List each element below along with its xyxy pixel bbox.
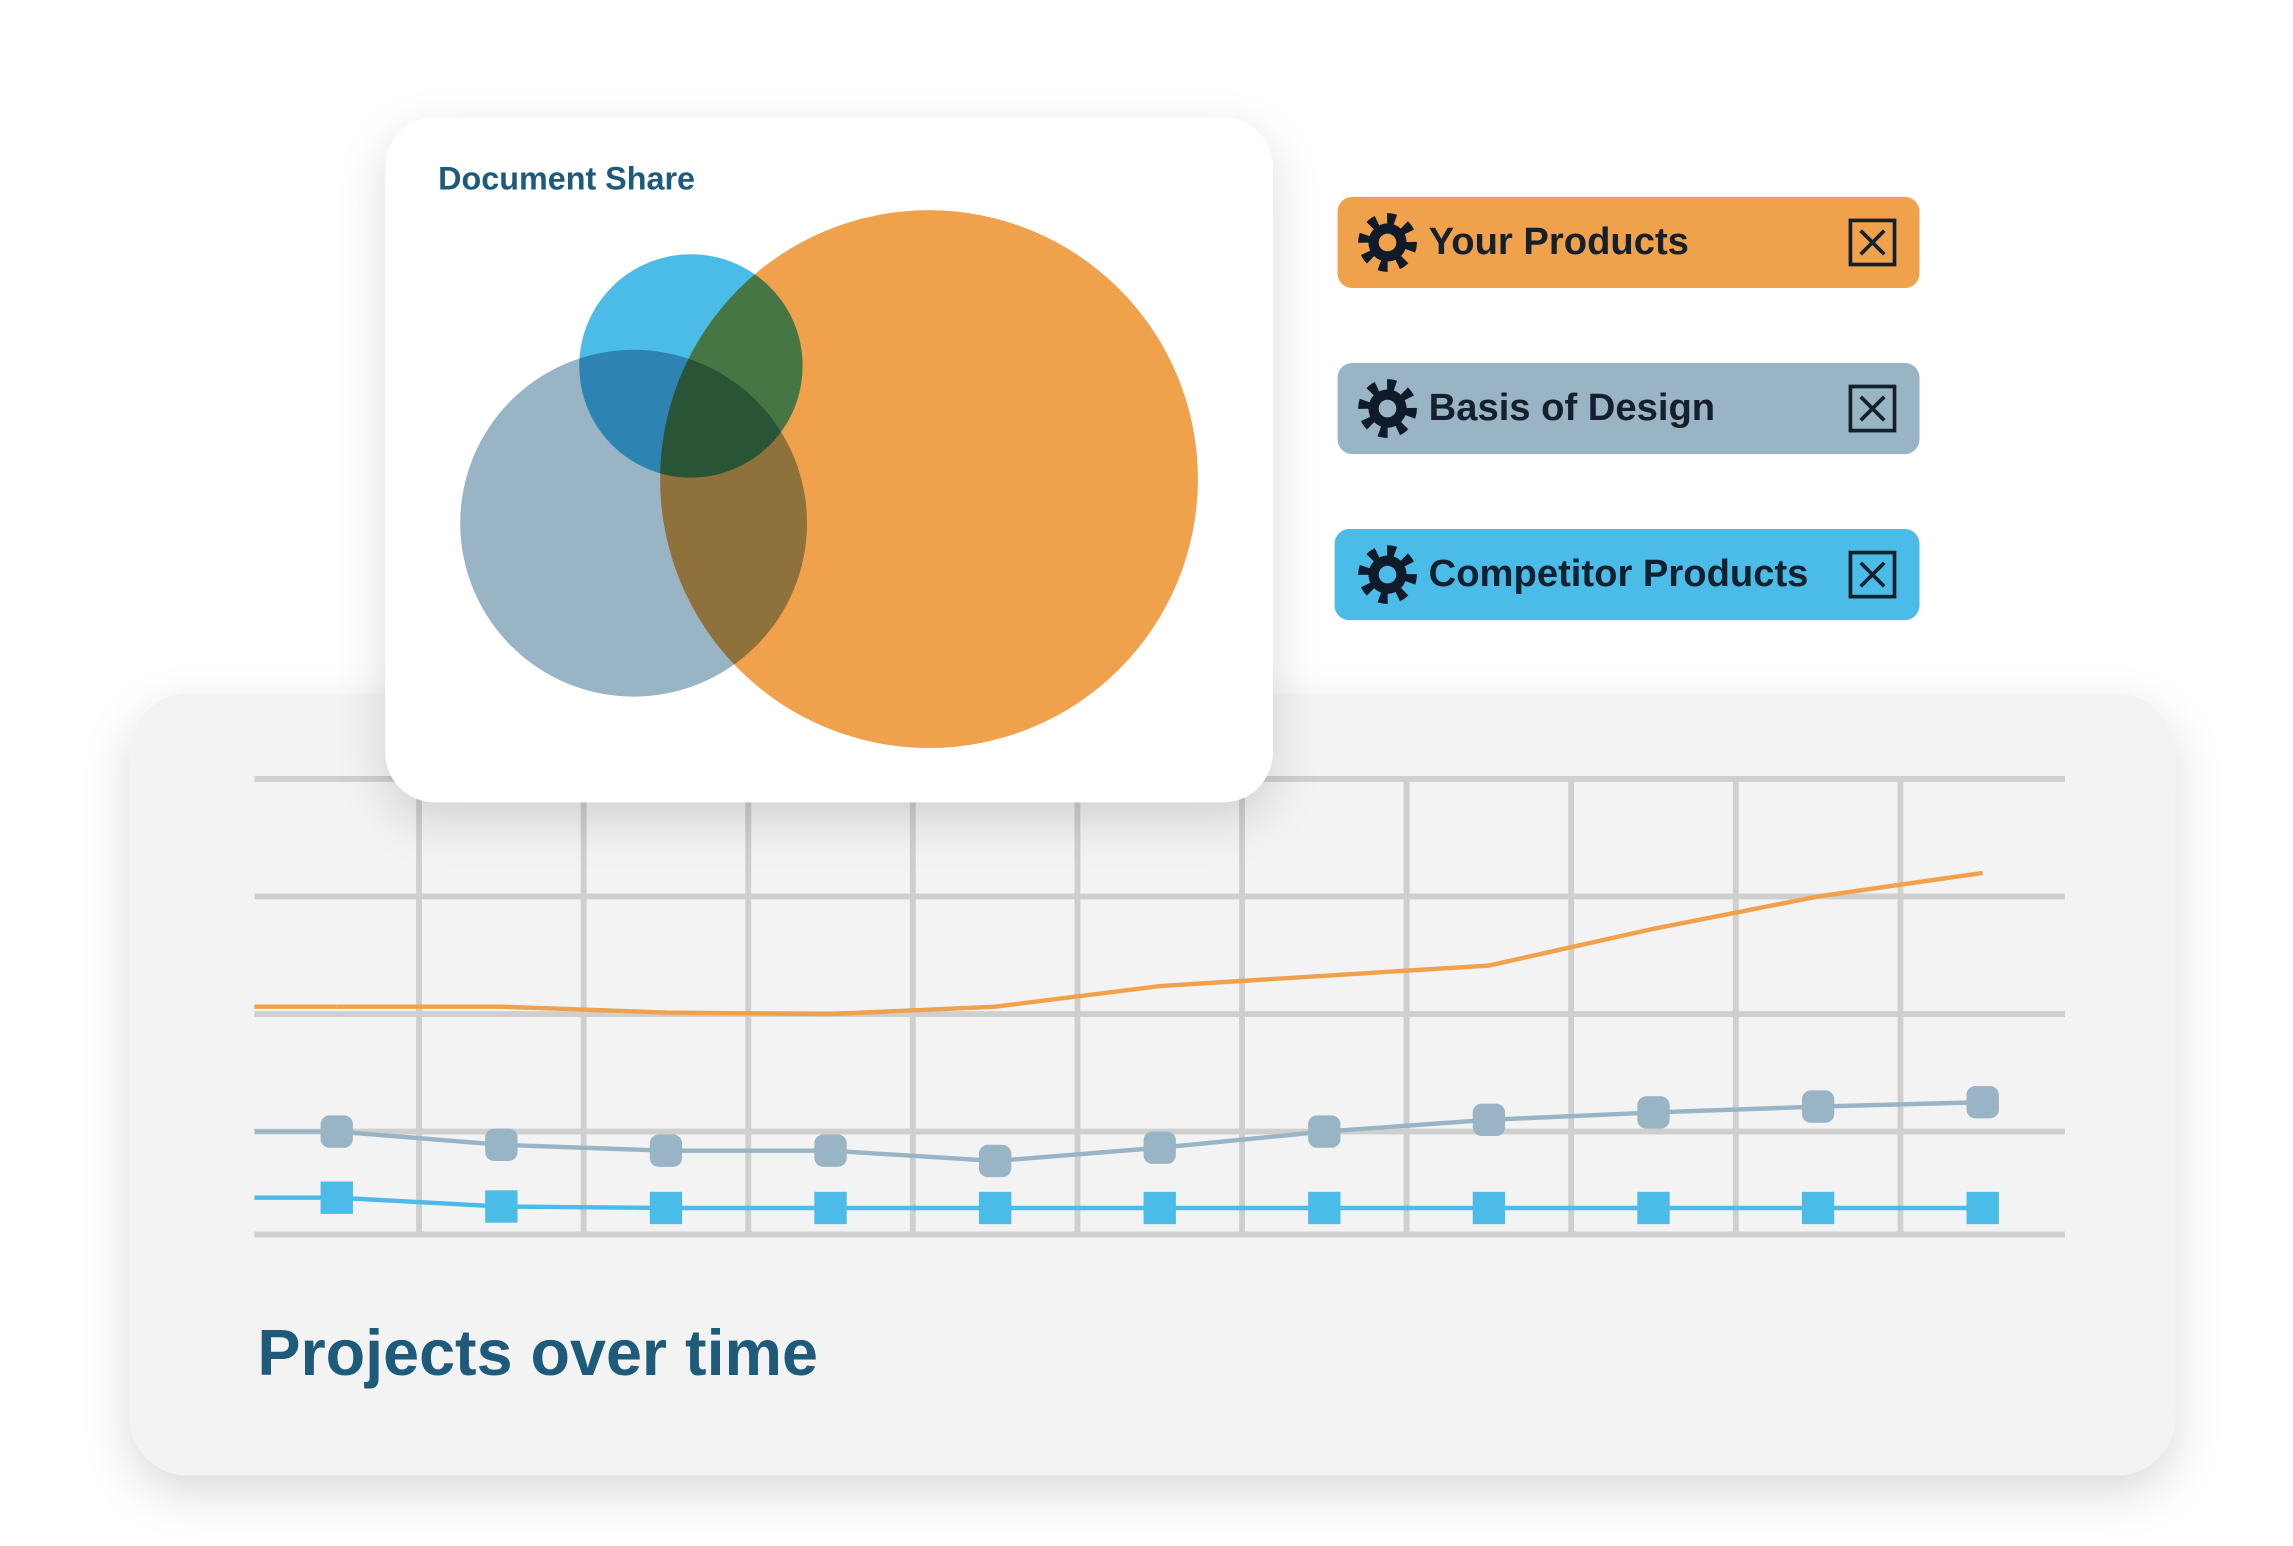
legend: Your Products Basis of Design Competitor P…: [1334, 196, 1920, 621]
close-x: [1859, 229, 1886, 256]
point-marker: [649, 1191, 683, 1225]
chart-card: [129, 693, 2176, 1476]
gear-hole: [1378, 233, 1397, 252]
series-line: [336, 870, 1984, 1017]
gear-hole: [1378, 565, 1397, 584]
close-box: [1848, 384, 1897, 433]
gear-hole: [1378, 399, 1397, 418]
point-marker: [1966, 1086, 1999, 1119]
legend-chip[interactable]: Competitor Products: [1334, 529, 1920, 621]
chip-label: Your Products: [1429, 220, 1689, 263]
close-button[interactable]: [1848, 384, 1897, 433]
close-button[interactable]: [1848, 550, 1897, 599]
venn-card: Document Share: [385, 117, 1273, 803]
point-marker: [1308, 1115, 1341, 1148]
chart-title: Projects over time: [257, 1316, 818, 1389]
point-marker: [1966, 1191, 1999, 1225]
chart-area: [254, 775, 2065, 1238]
point-marker: [485, 1190, 518, 1223]
point-marker: [1472, 1103, 1506, 1136]
gear-teeth: [1358, 213, 1417, 272]
point-marker: [814, 1134, 847, 1167]
close-box: [1848, 218, 1897, 267]
chip-bg: [1334, 529, 1920, 621]
point-marker: [1472, 1191, 1506, 1225]
point-marker: [1637, 1191, 1670, 1225]
point-marker: [320, 1115, 353, 1148]
chip-label: Basis of Design: [1429, 386, 1715, 429]
point-marker: [978, 1144, 1012, 1178]
point-marker: [485, 1128, 518, 1161]
chip-bg: [1337, 196, 1920, 289]
close-button[interactable]: [1848, 218, 1897, 267]
gear-teeth: [1358, 379, 1417, 438]
venn-title: Document Share: [438, 160, 695, 196]
point-marker: [1801, 1191, 1835, 1225]
point-marker: [1308, 1191, 1341, 1225]
venn-circle: [579, 254, 803, 478]
point-marker: [1143, 1191, 1176, 1225]
chip-bg: [1337, 362, 1920, 455]
point-marker: [1637, 1096, 1670, 1129]
close-x: [1859, 561, 1886, 588]
legend-chip[interactable]: Basis of Design: [1337, 362, 1920, 455]
venn: [460, 210, 1198, 749]
point-marker: [1143, 1131, 1176, 1164]
point-marker: [814, 1191, 847, 1225]
gear-teeth: [1358, 545, 1417, 604]
close-box: [1848, 550, 1897, 599]
point-marker: [320, 1181, 353, 1214]
point-marker: [1801, 1090, 1835, 1123]
close-x: [1859, 395, 1886, 422]
chip-label: Competitor Products: [1429, 552, 1809, 595]
legend-chip[interactable]: Your Products: [1337, 196, 1920, 289]
point-marker: [978, 1191, 1012, 1225]
point-marker: [649, 1134, 683, 1167]
